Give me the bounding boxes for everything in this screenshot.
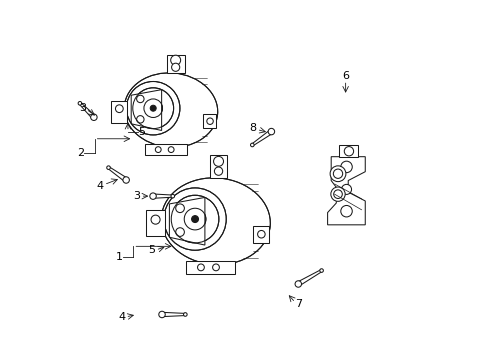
- Circle shape: [175, 228, 184, 237]
- Polygon shape: [111, 101, 127, 123]
- Circle shape: [319, 269, 323, 273]
- Circle shape: [329, 166, 345, 181]
- Polygon shape: [166, 55, 184, 73]
- Polygon shape: [169, 197, 204, 245]
- Circle shape: [143, 99, 162, 117]
- Polygon shape: [146, 210, 164, 237]
- Polygon shape: [162, 312, 185, 317]
- Text: 8: 8: [249, 123, 256, 133]
- Polygon shape: [327, 157, 365, 225]
- Circle shape: [184, 208, 205, 230]
- Circle shape: [150, 105, 156, 111]
- Polygon shape: [252, 226, 268, 243]
- Circle shape: [171, 194, 174, 198]
- Text: 3: 3: [79, 103, 86, 113]
- Circle shape: [106, 166, 110, 170]
- Circle shape: [122, 177, 129, 183]
- Circle shape: [90, 114, 97, 121]
- Circle shape: [159, 311, 165, 318]
- Text: 2: 2: [77, 148, 83, 158]
- Circle shape: [213, 156, 223, 166]
- Polygon shape: [297, 270, 322, 286]
- Circle shape: [150, 105, 156, 111]
- Circle shape: [214, 167, 222, 175]
- Text: 1: 1: [116, 252, 123, 262]
- Polygon shape: [339, 145, 358, 157]
- Circle shape: [149, 193, 156, 199]
- Text: 5: 5: [138, 127, 145, 136]
- Polygon shape: [108, 167, 127, 182]
- Polygon shape: [185, 261, 234, 274]
- Circle shape: [136, 95, 144, 103]
- Circle shape: [133, 88, 173, 129]
- Circle shape: [171, 63, 180, 71]
- Polygon shape: [131, 90, 162, 130]
- Circle shape: [151, 215, 160, 224]
- Circle shape: [341, 184, 351, 194]
- Circle shape: [168, 147, 174, 153]
- Circle shape: [197, 264, 204, 271]
- Circle shape: [333, 169, 342, 179]
- Polygon shape: [79, 103, 95, 119]
- Circle shape: [183, 313, 187, 316]
- Circle shape: [250, 143, 254, 147]
- Circle shape: [257, 230, 264, 238]
- Circle shape: [267, 129, 274, 135]
- Circle shape: [126, 81, 180, 135]
- Polygon shape: [251, 130, 272, 146]
- Circle shape: [333, 190, 342, 198]
- Circle shape: [170, 55, 180, 65]
- Circle shape: [191, 216, 198, 222]
- Circle shape: [175, 204, 184, 212]
- Circle shape: [171, 195, 219, 243]
- Text: 4: 4: [97, 181, 103, 191]
- Polygon shape: [210, 156, 226, 178]
- Circle shape: [78, 102, 81, 105]
- Circle shape: [330, 187, 345, 201]
- Circle shape: [163, 188, 226, 250]
- Circle shape: [136, 116, 144, 123]
- Circle shape: [340, 206, 351, 217]
- Circle shape: [340, 161, 351, 173]
- Text: 6: 6: [342, 71, 348, 81]
- Circle shape: [294, 281, 301, 287]
- Text: 7: 7: [295, 300, 302, 310]
- Polygon shape: [145, 144, 187, 155]
- Polygon shape: [153, 194, 172, 198]
- Text: 5: 5: [148, 245, 155, 255]
- Ellipse shape: [161, 178, 270, 265]
- Circle shape: [212, 264, 219, 271]
- Ellipse shape: [124, 73, 217, 147]
- Circle shape: [206, 118, 213, 125]
- Circle shape: [191, 216, 198, 222]
- Text: 4: 4: [118, 312, 125, 322]
- Circle shape: [115, 105, 123, 113]
- Circle shape: [344, 147, 353, 156]
- Circle shape: [155, 147, 161, 153]
- Polygon shape: [202, 114, 216, 128]
- Text: 3: 3: [132, 191, 140, 201]
